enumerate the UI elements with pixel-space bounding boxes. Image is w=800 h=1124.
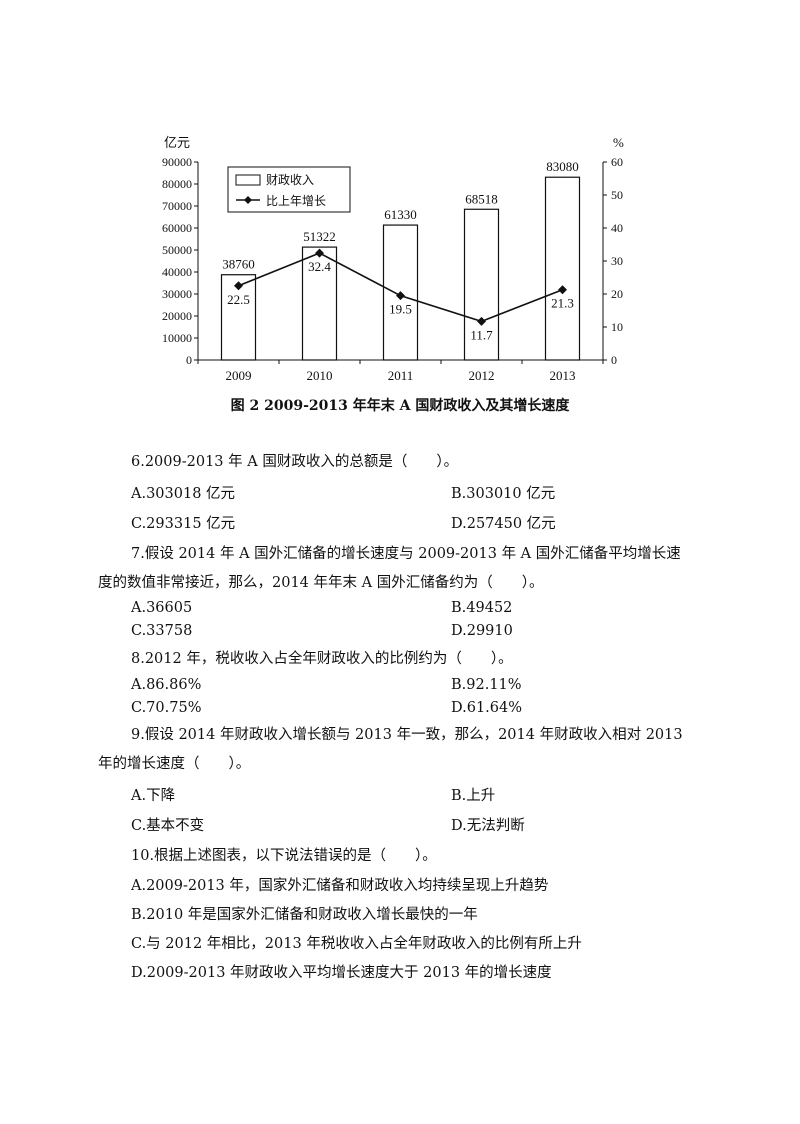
left-axis-tick-label: 0 [186, 353, 192, 367]
left-axis-tick-label: 50000 [162, 243, 192, 257]
right-axis-tick-label: 40 [611, 221, 623, 235]
question-9-stem-line2: 年的增长速度（ ）。 [98, 756, 251, 772]
question-7-stem-line1: 7.假设 2014 年 A 国外汇储备的增长速度与 2009-2013 年 A … [131, 546, 681, 562]
question-8-option-c: C.70.75% [131, 700, 202, 716]
growth-point [315, 248, 324, 258]
chart-caption: 图 2 2009-2013 年年末 A 国财政收入及其增长速度 [230, 398, 570, 414]
growth-point [477, 316, 486, 326]
growth-value-label: 32.4 [308, 259, 331, 274]
bar [544, 176, 581, 361]
x-axis-tick-label: 2012 [469, 368, 495, 383]
right-axis-tick-label: 30 [611, 254, 623, 268]
bar-value-label: 51322 [303, 229, 336, 244]
question-6-option-a: A.303018 亿元 [131, 486, 236, 502]
bar-value-label: 61330 [384, 207, 417, 222]
right-axis-tick-label: 20 [611, 287, 623, 301]
question-7-option-d: D.29910 [451, 623, 513, 639]
left-axis-tick-label: 40000 [162, 265, 192, 279]
question-7-option-b: B.49452 [451, 600, 513, 616]
x-axis-tick-label: 2011 [388, 368, 414, 383]
chart-svg: 0 10000 20000 30000 40000 50000 60000 70000 8000… [162, 135, 624, 383]
growth-point [234, 281, 243, 291]
left-axis-tick-label: 70000 [162, 199, 192, 213]
question-8-option-a: A.86.86% [131, 677, 202, 693]
question-7-option-a: A.36605 [131, 600, 193, 616]
left-axis-tick-label: 80000 [162, 177, 192, 191]
left-axis-tick-label: 20000 [162, 309, 192, 323]
right-axis-unit: % [613, 135, 624, 150]
growth-point [558, 285, 567, 295]
left-axis-tick-label: 90000 [162, 155, 192, 169]
legend-line-marker [244, 196, 252, 204]
question-6-option-d: D.257450 亿元 [451, 516, 556, 532]
question-8-option-d: D.61.64% [451, 700, 523, 716]
question-10-option-b: B.2010 年是国家外汇储备和财政收入增长最快的一年 [131, 907, 478, 923]
question-9-option-c: C.基本不变 [131, 818, 205, 834]
question-6-option-c: C.293315 亿元 [131, 516, 236, 532]
bar-value-label: 68518 [465, 191, 498, 206]
question-10-stem: 10.根据上述图表，以下说法错误的是（ ）。 [131, 848, 437, 864]
question-10-option-a: A.2009-2013 年，国家外汇储备和财政收入均持续呈现上升趋势 [131, 878, 549, 894]
x-axis-tick-label: 2013 [550, 368, 576, 383]
question-7-option-c: C.33758 [131, 623, 193, 639]
question-6-option-b: B.303010 亿元 [451, 486, 556, 502]
question-7-stem-line2: 度的数值非常接近，那么，2014 年年末 A 国外汇储备约为（ ）。 [98, 575, 544, 591]
right-axis-tick-label: 0 [611, 353, 617, 367]
bar [463, 208, 500, 361]
chart: 0 10000 20000 30000 40000 50000 60000 70000 8000… [148, 130, 638, 390]
left-axis-tick-label: 30000 [162, 287, 192, 301]
growth-value-label: 21.3 [551, 296, 574, 311]
growth-point [396, 291, 405, 301]
x-axis-tick-label: 2010 [307, 368, 333, 383]
question-10-option-c: C.与 2012 年相比，2013 年税收收入占全年财政收入的比例有所上升 [131, 936, 582, 952]
question-6-stem: 6.2009-2013 年 A 国财政收入的总额是（ ）。 [131, 454, 459, 470]
question-8-option-b: B.92.11% [451, 677, 522, 693]
legend-label-line: 比上年增长 [266, 194, 326, 208]
left-axis-tick-label: 10000 [162, 331, 192, 345]
bar-value-label: 38760 [222, 257, 255, 272]
right-axis-tick-label: 10 [611, 320, 623, 334]
legend-label-bar: 财政收入 [266, 173, 314, 187]
x-axis-tick-label: 2009 [226, 368, 252, 383]
question-9-option-a: A.下降 [131, 788, 176, 804]
growth-value-label: 19.5 [389, 302, 412, 317]
bar-value-label: 83080 [546, 159, 579, 174]
question-10-option-d: D.2009-2013 年财政收入平均增长速度大于 2013 年的增长速度 [131, 965, 552, 981]
bar [301, 246, 338, 361]
left-axis-tick-label: 60000 [162, 221, 192, 235]
question-9-option-b: B.上升 [451, 788, 496, 804]
legend-bar-swatch [235, 174, 261, 186]
left-axis-unit: 亿元 [164, 135, 190, 150]
question-9-stem-line1: 9.假设 2014 年财政收入增长额与 2013 年一致，那么，2014 年财政… [131, 727, 683, 743]
right-axis-tick-label: 50 [611, 188, 623, 202]
growth-value-label: 22.5 [227, 292, 250, 307]
right-axis-tick-label: 60 [611, 155, 623, 169]
question-8-stem: 8.2012 年，税收收入占全年财政收入的比例约为（ ）。 [131, 651, 513, 667]
growth-value-label: 11.7 [470, 327, 493, 342]
question-9-option-d: D.无法判断 [451, 818, 525, 834]
